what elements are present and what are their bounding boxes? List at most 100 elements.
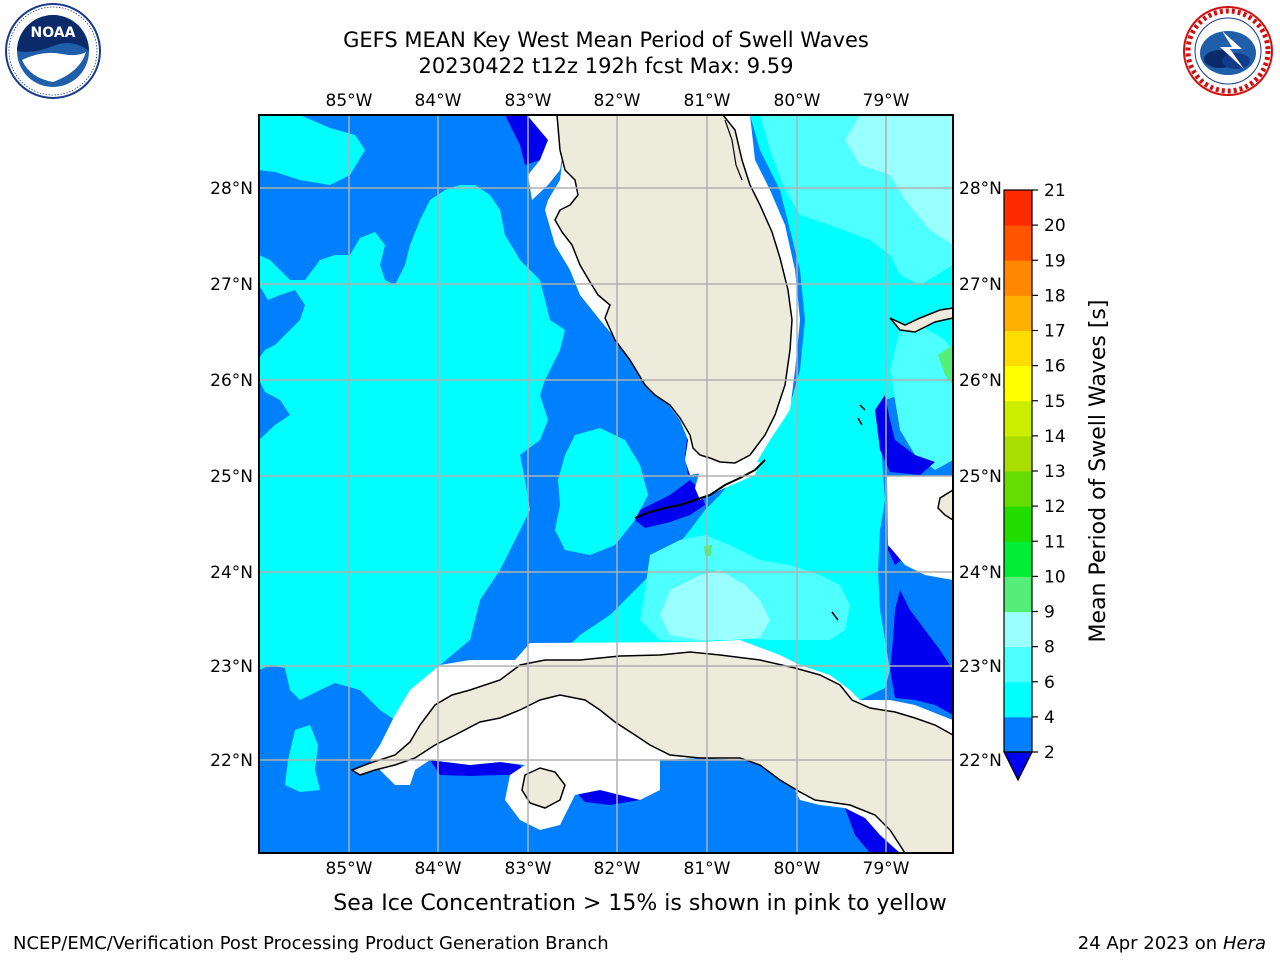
colorbar-segment: [1004, 576, 1032, 612]
period-4-6-sw-patch: [285, 725, 320, 792]
lat-label-left: 26°N: [210, 371, 253, 391]
lat-label-right: 24°N: [959, 563, 1002, 583]
period-under-2-bahamas: [875, 395, 935, 475]
colorbar-segment: [1004, 295, 1032, 331]
lat-label-left: 23°N: [210, 657, 253, 677]
colorbar-segment: [1004, 541, 1032, 577]
colorbar-segment: [1004, 225, 1032, 261]
cuba-land: [350, 651, 953, 853]
colorbar-label: Mean Period of Swell Waves [s]: [1086, 300, 1111, 643]
colorbar-tick-label: 13: [1044, 462, 1066, 482]
period-8-9-atlantic: [845, 115, 953, 245]
colorbar-tick-label: 12: [1044, 497, 1066, 517]
period-8-9-straits: [660, 570, 770, 640]
colorbar-tick-label: 8: [1044, 638, 1055, 658]
colorbar-segment: [1004, 400, 1032, 437]
map-fill: [259, 115, 953, 853]
lon-label-top: 79°W: [863, 91, 910, 111]
colorbar-tick-label: 6: [1044, 673, 1055, 693]
generation-date: 24 Apr 2023 on: [1077, 933, 1218, 954]
lon-label-bottom: 85°W: [326, 859, 373, 879]
lon-label-top: 82°W: [594, 91, 641, 111]
forecast-subtitle: 20230422 t12z 192h fcst Max: 9.59: [418, 54, 794, 78]
lat-label-right: 23°N: [959, 657, 1002, 677]
lat-label-left: 24°N: [210, 563, 253, 583]
colorbar-tick-label: 14: [1044, 427, 1066, 447]
nws-logo: [1183, 6, 1273, 96]
period-4-6-west-edge-patch: [259, 115, 365, 185]
masked-florida-coast: [527, 115, 565, 200]
grand-bahama-land: [889, 307, 953, 333]
florida-keys: [634, 459, 766, 519]
period-9-10-patch-east: [938, 345, 953, 385]
isle-of-youth-land: [521, 767, 566, 809]
colorbar-segment: [1004, 646, 1032, 683]
colorbar-tick-label: 2: [1044, 743, 1055, 763]
generation-info: 24 Apr 2023 on Hera: [1078, 933, 1266, 954]
colorbar-segment: [1004, 471, 1032, 507]
period-under-2-old-bahama: [890, 590, 953, 715]
producer-credit: NCEP/EMC/Verification Post Processing Pr…: [13, 933, 609, 954]
lat-label-right: 26°N: [959, 371, 1002, 391]
colorbar-tick-label: 19: [1044, 251, 1066, 271]
lat-labels-right: 28°N 27°N 26°N 25°N 24°N 23°N 22°N: [959, 179, 1002, 771]
lon-labels-top: 85°W 84°W 83°W 82°W 81°W 80°W 79°W: [326, 91, 910, 111]
lon-label-top: 81°W: [684, 91, 731, 111]
bahamas-cays: [831, 404, 866, 621]
period-4-6-straits: [570, 115, 953, 700]
map-frame: [258, 114, 954, 854]
lon-label-bottom: 80°W: [774, 859, 821, 879]
colorbar-segment: [1004, 260, 1032, 296]
colorbar-tick-label: 21: [1044, 181, 1066, 201]
host-name: Hera: [1222, 933, 1266, 954]
lat-label-left: 22°N: [210, 751, 253, 771]
lon-labels-bottom: 85°W 84°W 83°W 82°W 81°W 80°W 79°W: [326, 859, 910, 879]
lon-label-bottom: 81°W: [684, 859, 731, 879]
andros-land: [937, 489, 953, 521]
colorbar-tick-label: 18: [1044, 286, 1066, 306]
colorbar-tick-label: 9: [1044, 603, 1055, 623]
period-under-2-cuba-south: [430, 760, 525, 776]
colorbar-segment: [1004, 716, 1032, 753]
period-4-6-central-patch: [555, 428, 648, 555]
colorbar-tick-label: 17: [1044, 322, 1066, 342]
colorbar-under-extension: [1003, 751, 1033, 782]
lon-label-top: 83°W: [505, 91, 552, 111]
lon-label-top: 80°W: [774, 91, 821, 111]
lake-okeechobee: [724, 119, 743, 181]
masked-keys: [695, 462, 760, 500]
colorbar-segment: [1004, 190, 1032, 226]
colorbar-segment: [1004, 506, 1032, 542]
colorbar-tick-label: 20: [1044, 216, 1066, 236]
colorbar-tick-label: 4: [1044, 708, 1055, 728]
colorbar-tick-label: 10: [1044, 567, 1066, 587]
lon-label-bottom: 82°W: [594, 859, 641, 879]
colorbar-segment: [1004, 330, 1032, 367]
colorbar-segment: [1004, 435, 1032, 472]
lon-label-top: 84°W: [415, 91, 462, 111]
lat-label-left: 27°N: [210, 275, 253, 295]
period-4-6-west-gulf: [259, 115, 565, 720]
masked-bahamas-east: [887, 476, 953, 580]
map-title: GEFS MEAN Key West Mean Period of Swell …: [343, 28, 869, 52]
noaa-logo: NOAA: [5, 3, 101, 99]
period-under-2-florida-west: [505, 115, 548, 165]
period-9-10-patch-straits: [704, 545, 712, 556]
colorbar-segment: [1004, 365, 1032, 402]
lat-label-right: 27°N: [959, 275, 1002, 295]
lat-label-right: 28°N: [959, 179, 1002, 199]
lat-label-right: 25°N: [959, 467, 1002, 487]
svg-text:NOAA: NOAA: [31, 25, 76, 41]
colorbar-tick-label: 11: [1044, 532, 1066, 552]
colorbar-segment: [1004, 681, 1032, 718]
lon-label-bottom: 84°W: [415, 859, 462, 879]
period-6-8-east-lower: [890, 325, 953, 470]
colorbar: 2 4 6 8 9 10 11 12 13 14 15 16 17 18 19 20 21: [1003, 181, 1066, 782]
lat-label-left: 25°N: [210, 467, 253, 487]
florida-land: [554, 115, 793, 464]
lat-label-left: 28°N: [210, 179, 253, 199]
colorbar-segment: [1004, 611, 1032, 648]
graticule: [259, 115, 953, 853]
lat-labels-left: 28°N 27°N 26°N 25°N 24°N 23°N 22°N: [210, 179, 253, 771]
